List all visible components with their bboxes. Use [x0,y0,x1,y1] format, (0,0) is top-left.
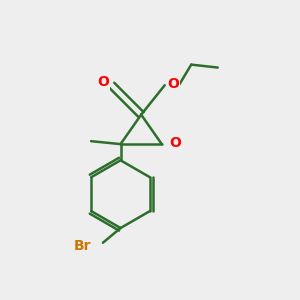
Text: O: O [97,75,109,89]
Text: O: O [168,77,179,91]
Text: Br: Br [74,239,91,253]
Text: O: O [169,136,181,150]
